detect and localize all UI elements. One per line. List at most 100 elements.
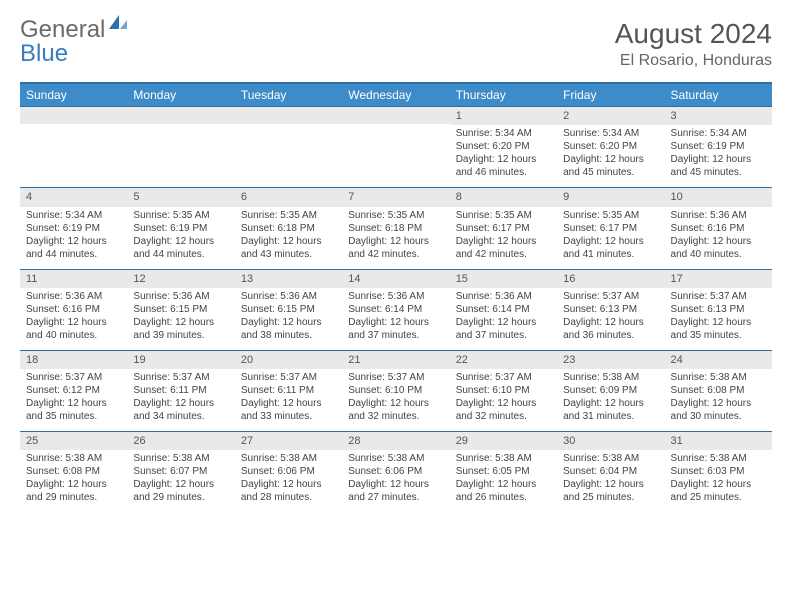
day-number xyxy=(235,107,342,124)
day-details: Sunrise: 5:36 AMSunset: 6:15 PMDaylight:… xyxy=(127,288,234,350)
day-cell: 7Sunrise: 5:35 AMSunset: 6:18 PMDaylight… xyxy=(342,188,449,268)
day-number: 5 xyxy=(127,188,234,206)
day-cell: 19Sunrise: 5:37 AMSunset: 6:11 PMDayligh… xyxy=(127,351,234,431)
day-header: Friday xyxy=(557,84,664,106)
daylight-text: Daylight: 12 hours and 38 minutes. xyxy=(241,316,336,342)
day-details xyxy=(20,124,127,186)
day-number: 23 xyxy=(557,351,664,369)
day-number: 20 xyxy=(235,351,342,369)
daylight-text: Daylight: 12 hours and 25 minutes. xyxy=(671,478,766,504)
day-cell: 21Sunrise: 5:37 AMSunset: 6:10 PMDayligh… xyxy=(342,351,449,431)
sunrise-text: Sunrise: 5:34 AM xyxy=(563,127,658,140)
day-details xyxy=(342,124,449,186)
sunrise-text: Sunrise: 5:36 AM xyxy=(671,209,766,222)
sunrise-text: Sunrise: 5:36 AM xyxy=(348,290,443,303)
sunrise-text: Sunrise: 5:37 AM xyxy=(563,290,658,303)
daylight-text: Daylight: 12 hours and 30 minutes. xyxy=(671,397,766,423)
sunrise-text: Sunrise: 5:37 AM xyxy=(241,371,336,384)
sunset-text: Sunset: 6:13 PM xyxy=(563,303,658,316)
day-details: Sunrise: 5:38 AMSunset: 6:03 PMDaylight:… xyxy=(665,450,772,512)
day-number: 6 xyxy=(235,188,342,206)
day-cell: 14Sunrise: 5:36 AMSunset: 6:14 PMDayligh… xyxy=(342,270,449,350)
sunset-text: Sunset: 6:15 PM xyxy=(133,303,228,316)
day-number: 15 xyxy=(450,270,557,288)
daylight-text: Daylight: 12 hours and 44 minutes. xyxy=(26,235,121,261)
daylight-text: Daylight: 12 hours and 34 minutes. xyxy=(133,397,228,423)
day-details: Sunrise: 5:34 AMSunset: 6:20 PMDaylight:… xyxy=(450,125,557,187)
sunrise-text: Sunrise: 5:35 AM xyxy=(241,209,336,222)
sunset-text: Sunset: 6:13 PM xyxy=(671,303,766,316)
daylight-text: Daylight: 12 hours and 32 minutes. xyxy=(348,397,443,423)
day-details: Sunrise: 5:37 AMSunset: 6:10 PMDaylight:… xyxy=(342,369,449,431)
page-title: August 2024 xyxy=(615,18,772,50)
sunset-text: Sunset: 6:19 PM xyxy=(26,222,121,235)
daylight-text: Daylight: 12 hours and 41 minutes. xyxy=(563,235,658,261)
daylight-text: Daylight: 12 hours and 31 minutes. xyxy=(563,397,658,423)
logo-text-blue: Blue xyxy=(20,40,68,67)
day-number: 2 xyxy=(557,107,664,125)
sunrise-text: Sunrise: 5:36 AM xyxy=(133,290,228,303)
sunset-text: Sunset: 6:11 PM xyxy=(133,384,228,397)
day-header: Wednesday xyxy=(342,84,449,106)
day-cell: 12Sunrise: 5:36 AMSunset: 6:15 PMDayligh… xyxy=(127,270,234,350)
day-details: Sunrise: 5:37 AMSunset: 6:10 PMDaylight:… xyxy=(450,369,557,431)
day-cell xyxy=(20,107,127,187)
sunrise-text: Sunrise: 5:37 AM xyxy=(671,290,766,303)
day-details: Sunrise: 5:38 AMSunset: 6:06 PMDaylight:… xyxy=(235,450,342,512)
sunset-text: Sunset: 6:14 PM xyxy=(456,303,551,316)
week-row: 4Sunrise: 5:34 AMSunset: 6:19 PMDaylight… xyxy=(20,187,772,268)
daylight-text: Daylight: 12 hours and 37 minutes. xyxy=(348,316,443,342)
sunrise-text: Sunrise: 5:37 AM xyxy=(456,371,551,384)
day-details: Sunrise: 5:38 AMSunset: 6:09 PMDaylight:… xyxy=(557,369,664,431)
day-cell: 20Sunrise: 5:37 AMSunset: 6:11 PMDayligh… xyxy=(235,351,342,431)
day-details: Sunrise: 5:35 AMSunset: 6:18 PMDaylight:… xyxy=(235,207,342,269)
day-details: Sunrise: 5:37 AMSunset: 6:11 PMDaylight:… xyxy=(235,369,342,431)
day-header: Saturday xyxy=(665,84,772,106)
day-cell: 22Sunrise: 5:37 AMSunset: 6:10 PMDayligh… xyxy=(450,351,557,431)
day-number: 11 xyxy=(20,270,127,288)
day-header: Thursday xyxy=(450,84,557,106)
sunrise-text: Sunrise: 5:38 AM xyxy=(563,371,658,384)
sunrise-text: Sunrise: 5:38 AM xyxy=(348,452,443,465)
sunrise-text: Sunrise: 5:38 AM xyxy=(563,452,658,465)
sunrise-text: Sunrise: 5:34 AM xyxy=(26,209,121,222)
day-cell: 9Sunrise: 5:35 AMSunset: 6:17 PMDaylight… xyxy=(557,188,664,268)
sunset-text: Sunset: 6:06 PM xyxy=(348,465,443,478)
day-details: Sunrise: 5:36 AMSunset: 6:14 PMDaylight:… xyxy=(342,288,449,350)
day-details: Sunrise: 5:36 AMSunset: 6:16 PMDaylight:… xyxy=(20,288,127,350)
day-number: 18 xyxy=(20,351,127,369)
daylight-text: Daylight: 12 hours and 32 minutes. xyxy=(456,397,551,423)
day-number: 14 xyxy=(342,270,449,288)
daylight-text: Daylight: 12 hours and 37 minutes. xyxy=(456,316,551,342)
day-details: Sunrise: 5:35 AMSunset: 6:18 PMDaylight:… xyxy=(342,207,449,269)
day-details: Sunrise: 5:38 AMSunset: 6:06 PMDaylight:… xyxy=(342,450,449,512)
sunrise-text: Sunrise: 5:38 AM xyxy=(241,452,336,465)
day-header: Sunday xyxy=(20,84,127,106)
daylight-text: Daylight: 12 hours and 33 minutes. xyxy=(241,397,336,423)
sunset-text: Sunset: 6:18 PM xyxy=(241,222,336,235)
sunset-text: Sunset: 6:20 PM xyxy=(563,140,658,153)
sunset-text: Sunset: 6:06 PM xyxy=(241,465,336,478)
day-header-row: SundayMondayTuesdayWednesdayThursdayFrid… xyxy=(20,84,772,106)
day-details: Sunrise: 5:38 AMSunset: 6:07 PMDaylight:… xyxy=(127,450,234,512)
daylight-text: Daylight: 12 hours and 28 minutes. xyxy=(241,478,336,504)
day-details: Sunrise: 5:35 AMSunset: 6:19 PMDaylight:… xyxy=(127,207,234,269)
sunset-text: Sunset: 6:17 PM xyxy=(456,222,551,235)
sunset-text: Sunset: 6:16 PM xyxy=(671,222,766,235)
day-number: 24 xyxy=(665,351,772,369)
sunrise-text: Sunrise: 5:36 AM xyxy=(241,290,336,303)
day-details xyxy=(127,124,234,186)
day-number: 29 xyxy=(450,432,557,450)
day-cell: 11Sunrise: 5:36 AMSunset: 6:16 PMDayligh… xyxy=(20,270,127,350)
day-cell: 31Sunrise: 5:38 AMSunset: 6:03 PMDayligh… xyxy=(665,432,772,512)
day-number: 9 xyxy=(557,188,664,206)
sunrise-text: Sunrise: 5:35 AM xyxy=(348,209,443,222)
logo-text-general: General xyxy=(20,16,105,43)
sunrise-text: Sunrise: 5:34 AM xyxy=(671,127,766,140)
sunset-text: Sunset: 6:08 PM xyxy=(26,465,121,478)
daylight-text: Daylight: 12 hours and 35 minutes. xyxy=(26,397,121,423)
day-cell: 30Sunrise: 5:38 AMSunset: 6:04 PMDayligh… xyxy=(557,432,664,512)
day-number: 26 xyxy=(127,432,234,450)
day-cell: 23Sunrise: 5:38 AMSunset: 6:09 PMDayligh… xyxy=(557,351,664,431)
day-cell: 3Sunrise: 5:34 AMSunset: 6:19 PMDaylight… xyxy=(665,107,772,187)
